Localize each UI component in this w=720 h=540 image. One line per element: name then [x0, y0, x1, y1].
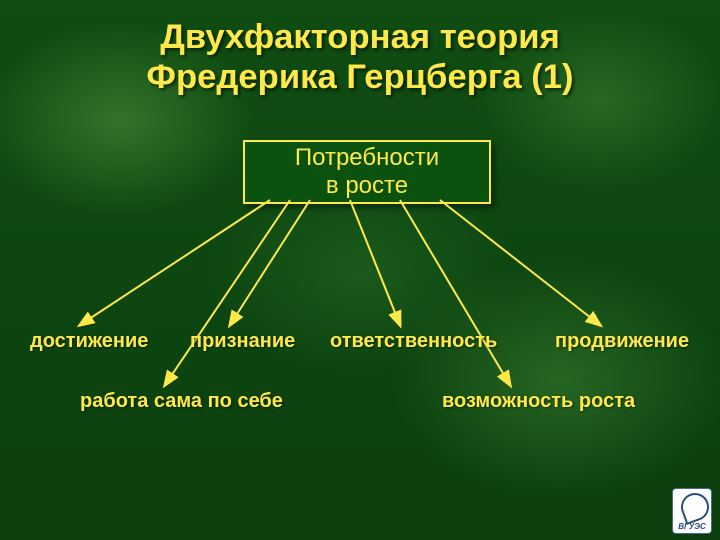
slide-title: Двухфакторная теория Фредерика Герцберга… [0, 18, 720, 98]
arrow [80, 200, 270, 325]
arrow [440, 200, 600, 325]
title-line-2: Фредерика Герцберга (1) [146, 58, 573, 96]
central-box: Потребности в росте [243, 140, 491, 204]
leaf-label: возможность роста [442, 390, 635, 413]
leaf-label: ответственность [330, 330, 497, 353]
title-line-1: Двухфакторная теория [160, 18, 560, 56]
leaf-label: признание [190, 330, 295, 353]
arrow [230, 200, 310, 325]
leaf-label: работа сама по себе [80, 390, 283, 413]
logo-text: ВГУЭС [678, 522, 706, 531]
central-box-line-1: Потребности [295, 144, 439, 172]
leaf-label: достижение [30, 330, 148, 353]
arrow [165, 200, 290, 385]
arrow [350, 200, 400, 325]
university-logo: ВГУЭС [672, 488, 712, 534]
slide-root: Двухфакторная теория Фредерика Герцберга… [0, 0, 720, 540]
arrow [400, 200, 510, 385]
leaf-label: продвижение [555, 330, 689, 353]
central-box-line-2: в росте [326, 172, 408, 200]
